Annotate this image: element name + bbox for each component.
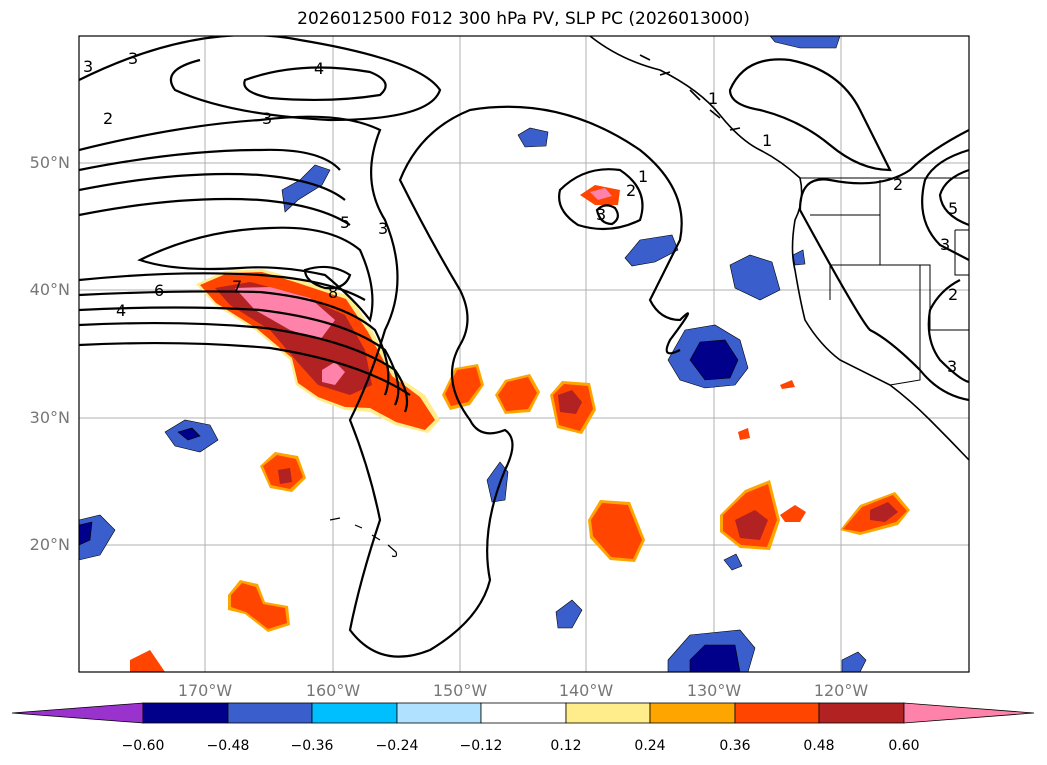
contour-labels: 3 3 2 4 3 5 3 6 7 8 4 1 2 3 1 1 2 5 3 2 …	[83, 49, 958, 376]
colorbar-label: 0.36	[719, 738, 751, 754]
colorbar-label: −0.48	[206, 738, 250, 754]
contour-label: 4	[314, 59, 324, 78]
lon-tick: 150°W	[432, 681, 488, 700]
contour-label: 7	[232, 277, 242, 296]
coastline	[589, 36, 969, 461]
contour-label: 3	[947, 357, 957, 376]
contour-label: 5	[340, 213, 350, 232]
contour-label: 6	[154, 281, 164, 300]
colorbar-label: −0.60	[121, 738, 165, 754]
contour-label: 8	[328, 283, 338, 302]
contour-label: 3	[940, 235, 950, 254]
slp-contours	[79, 36, 969, 658]
colorbar-label: 0.48	[803, 738, 835, 754]
colorbar-label: 0.60	[888, 738, 920, 754]
contour-label: 3	[378, 219, 388, 238]
contour-label: 3	[596, 205, 606, 224]
lat-tick: 30°N	[29, 408, 70, 427]
lon-tick: 160°W	[305, 681, 361, 700]
map-title: 2026012500 F012 300 hPa PV, SLP PC (2026…	[297, 9, 750, 29]
contour-label: 1	[708, 89, 718, 108]
contour-label: 2	[103, 109, 113, 128]
contour-label: 1	[638, 167, 648, 186]
contour-label: 3	[128, 49, 138, 68]
map-frame	[78, 35, 970, 673]
contour-label: 1	[762, 131, 772, 150]
lon-tick: 140°W	[558, 681, 614, 700]
lat-tick: 50°N	[29, 153, 70, 172]
pv-negative-anomalies	[79, 36, 867, 672]
contour-label: 3	[83, 57, 93, 76]
lon-tick: 120°W	[813, 681, 869, 700]
islands	[329, 517, 398, 558]
lat-tick: 40°N	[29, 280, 70, 299]
colorbar-label: −0.36	[290, 738, 334, 754]
colorbar-label: 0.12	[550, 738, 582, 754]
lon-tick: 170°W	[177, 681, 233, 700]
lat-tick: 20°N	[29, 535, 70, 554]
pv-positive-anomalies	[130, 185, 910, 672]
lon-tick: 130°W	[686, 681, 742, 700]
contour-label: 2	[948, 285, 958, 304]
contour-label: 5	[948, 199, 958, 218]
contour-label: 2	[626, 181, 636, 200]
contour-label: 2	[893, 175, 903, 194]
colorbar-label: −0.24	[375, 738, 419, 754]
political-borders	[800, 177, 969, 386]
colorbar	[11, 702, 1035, 724]
contour-label: 3	[262, 109, 272, 128]
contour-label: 4	[116, 301, 126, 320]
colorbar-label: 0.24	[634, 738, 666, 754]
colorbar-label: −0.12	[459, 738, 503, 754]
